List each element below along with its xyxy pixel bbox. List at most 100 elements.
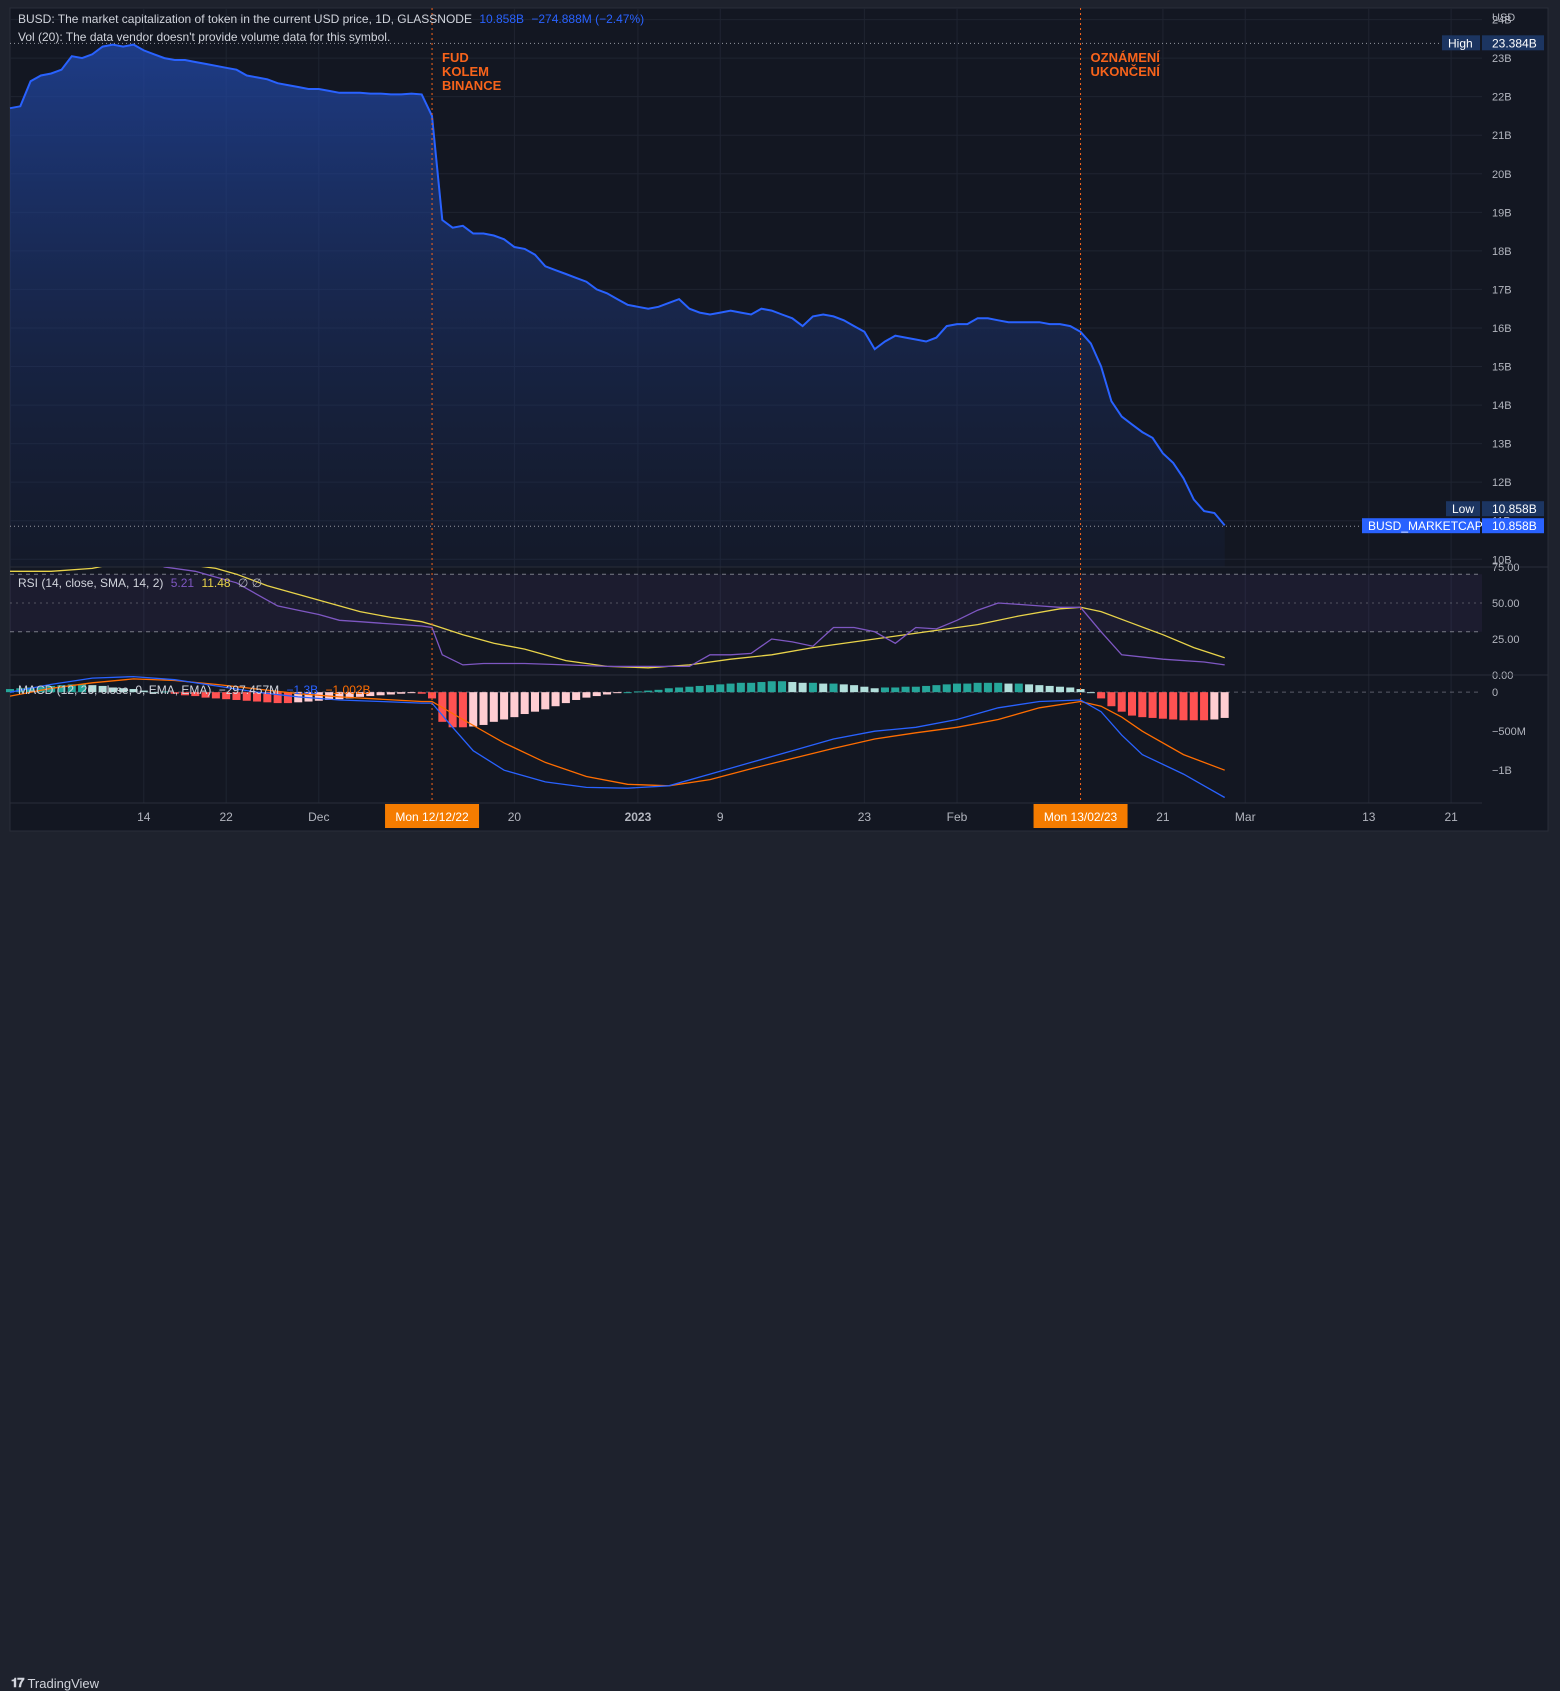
macd-hist-bar: [798, 682, 807, 693]
macd-legend[interactable]: MACD (12, 26, close, 0, EMA, EMA) −297.4…: [18, 683, 371, 697]
event-text-1: UKONČENÍ: [1091, 64, 1161, 79]
high-price-label-bg: [1442, 35, 1480, 51]
series-change: −274.888M (−2.47%): [531, 12, 645, 26]
macd-hist-bar: [1097, 692, 1106, 699]
y-tick-label: 17B: [1492, 284, 1512, 296]
x-tick-label: 21: [1156, 810, 1170, 824]
macd-hist-bar: [397, 692, 406, 694]
last-price-label-bg: [1362, 518, 1480, 534]
macd-tick-label: 0: [1492, 687, 1498, 699]
macd-hist-bar: [407, 692, 416, 694]
rsi-pane[interactable]: 75.00 50.00 25.00 0.00: [10, 553, 1548, 682]
macd-hist-bar: [448, 692, 457, 728]
overlay-layer: High 23.384B Low 10.858B BUSD_MARKETCAP 10.85…: [385, 8, 1544, 828]
macd-hist-bar: [623, 692, 632, 694]
main-pane[interactable]: [9, 42, 1482, 568]
macd-signal-line[interactable]: [10, 678, 1225, 787]
macd-hist-bar: [201, 692, 210, 698]
tradingview-logo[interactable]: 𝟏𝟕 TradingView: [11, 1675, 99, 1691]
macd-hist-bar: [561, 692, 570, 704]
macd-hist-bar: [716, 684, 725, 693]
event-text-0: KOLEM: [442, 64, 489, 79]
macd-line[interactable]: [10, 675, 1226, 799]
y-tick-label: 13B: [1492, 439, 1512, 451]
rsi-sma-line[interactable]: [10, 560, 1225, 669]
macd-hist-bar: [1138, 692, 1147, 718]
macd-hist-bar: [1117, 692, 1126, 712]
low-price-value: 10.858B: [1492, 502, 1537, 516]
macd-hist-bar: [685, 686, 694, 693]
macd-hist-bar: [973, 682, 982, 693]
rsi-tick-label: 25.00: [1492, 634, 1520, 646]
macd-hist-bar: [119, 688, 128, 693]
y-tick-label: 14B: [1492, 400, 1512, 412]
macd-hist-bar: [211, 692, 220, 699]
macd-hist-bar: [603, 692, 612, 695]
y-tick-label: 15B: [1492, 362, 1512, 374]
event-date-label-0: Mon 12/12/22: [395, 810, 469, 824]
macd-hist-bar: [664, 688, 673, 693]
rsi-legend[interactable]: RSI (14, close, SMA, 14, 2) 5.21 11.48 ∅…: [18, 576, 262, 590]
series-title: BUSD: The market capitalization of token…: [18, 12, 472, 26]
macd-hist-bar: [180, 692, 190, 696]
macd-hist-bar: [1189, 692, 1198, 721]
x-tick-label: 21: [1444, 810, 1458, 824]
rsi-tick-label: 50.00: [1492, 598, 1520, 610]
macd-pane[interactable]: 0 −500M −1B: [5, 674, 1548, 799]
macd-hist-bar: [386, 692, 395, 695]
rsi-line[interactable]: [10, 553, 1225, 668]
macd-hist-bar: [510, 692, 519, 718]
macd-hist-bar: [417, 692, 426, 694]
volume-note: Vol (20): The data vendor doesn't provid…: [18, 30, 391, 44]
macd-hist-bar: [788, 682, 797, 693]
macd-hist-bar: [67, 684, 76, 693]
x-tick-label: 22: [219, 810, 233, 824]
macd-hist-bar: [5, 689, 15, 693]
macd-hist-bar: [963, 683, 972, 693]
macd-hist-bar: [160, 691, 169, 693]
marketcap-line[interactable]: [9, 43, 1226, 527]
macd-hist-bar: [273, 692, 282, 704]
macd-hist-bar: [1107, 692, 1116, 707]
event-text-0: FUD: [442, 50, 469, 65]
macd-hist-bar: [994, 682, 1003, 693]
macd-hist-bar: [819, 683, 828, 693]
macd-hist-bar: [1014, 683, 1023, 693]
macd-hist-bar: [139, 690, 148, 693]
macd-hist-bar: [932, 685, 941, 693]
macd-hist-bar: [1045, 685, 1054, 693]
macd-hist-bar: [541, 692, 550, 710]
macd-hist-bar: [283, 692, 292, 704]
macd-hist-bar: [1179, 692, 1188, 721]
macd-hist-bar: [778, 681, 787, 693]
macd-hist-bar: [1220, 692, 1229, 718]
high-price-value-bg: [1482, 35, 1544, 51]
macd-hist-bar: [767, 681, 776, 693]
macd-line-value: −1.3B: [286, 683, 319, 697]
last-price-value-bg: [1482, 518, 1544, 534]
macd-hist-bar: [47, 685, 56, 693]
macd-hist-bar: [582, 692, 591, 698]
event-date-badge-0: [385, 804, 480, 828]
macd-hist-bar: [551, 692, 560, 707]
macd-hist-bar: [108, 687, 117, 693]
event-date-label-1: Mon 13/02/23: [1044, 810, 1118, 824]
y-tick-label: 10B: [1492, 554, 1512, 566]
macd-hist-bar: [953, 683, 962, 693]
macd-hist-bar: [88, 685, 97, 693]
macd-hist-bar: [428, 692, 437, 699]
macd-hist-bar: [572, 692, 581, 700]
currency-label: USD: [1492, 12, 1516, 24]
macd-hist-bar: [1148, 692, 1157, 718]
macd-hist-bar: [355, 692, 365, 697]
macd-hist-bar: [1066, 687, 1075, 693]
macd-hist-bar: [150, 692, 159, 694]
x-tick-label: 20: [508, 810, 522, 824]
y-tick-label: 21B: [1492, 130, 1512, 142]
macd-hist-bar: [263, 692, 272, 703]
price-axis-background: [1482, 8, 1548, 831]
macd-hist-bar: [747, 682, 756, 693]
macd-hist-bar: [705, 685, 714, 693]
macd-hist-bar: [644, 690, 653, 693]
chart-svg: 14 22 Dec 20 2023 9 23 Feb 21 Mar 13 21 24B 23B 22B 21B…: [0, 0, 1560, 832]
